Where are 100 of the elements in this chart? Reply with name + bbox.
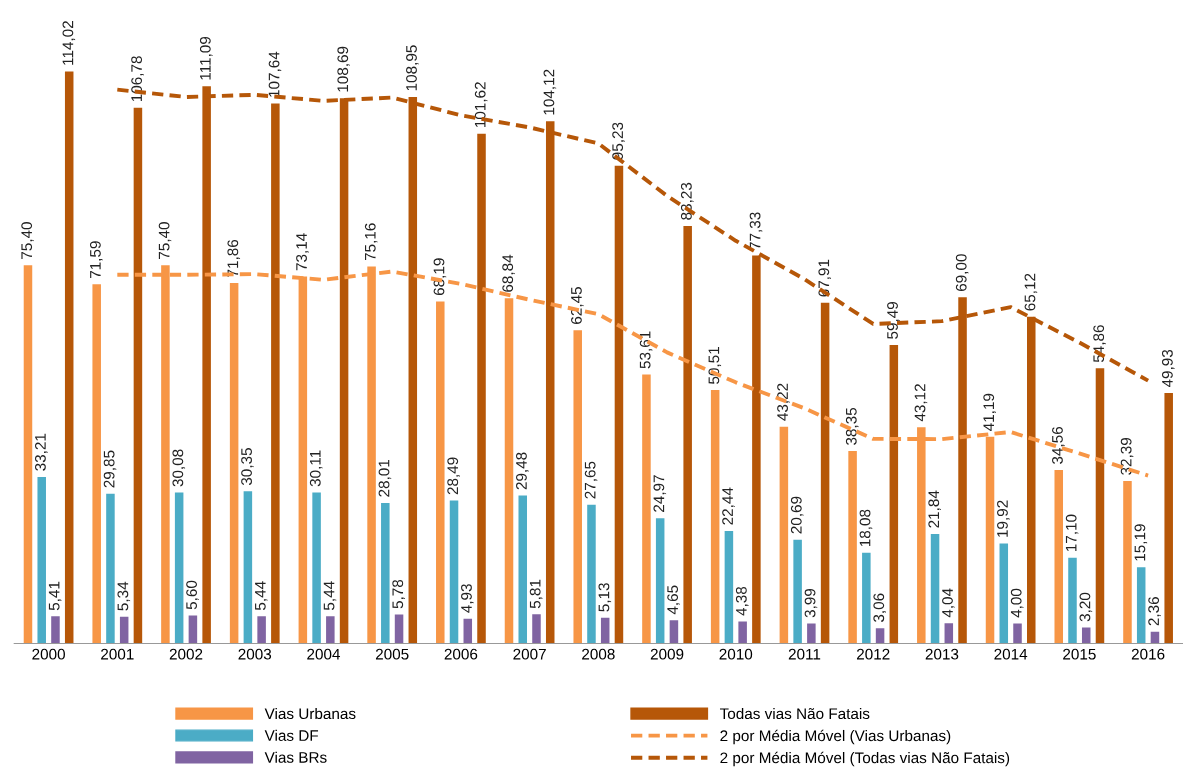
data-label: 5,13	[598, 583, 612, 612]
data-label: 62,45	[571, 287, 584, 324]
bar	[92, 284, 101, 644]
bar	[614, 165, 624, 644]
bar	[1013, 623, 1022, 644]
data-label: 4,93	[461, 584, 474, 613]
bar	[518, 495, 528, 644]
data-label: 3,99	[804, 588, 818, 618]
bar	[257, 616, 266, 644]
data-label: 108,69	[337, 46, 350, 92]
data-label: 104,12	[543, 69, 557, 115]
data-label: 4,65	[667, 585, 680, 615]
data-label: 5,44	[323, 581, 337, 611]
legend-label: Todas vias Não Fatais	[719, 707, 870, 720]
data-label: 29,85	[103, 450, 117, 488]
bar	[875, 628, 885, 644]
data-label: 5,78	[392, 579, 405, 609]
bar	[862, 552, 871, 644]
x-tick-label: 2004	[307, 648, 341, 660]
x-tick-label: 2010	[719, 648, 753, 660]
data-label: 27,65	[584, 461, 598, 499]
bar	[312, 492, 321, 644]
bar	[243, 491, 253, 644]
legend-label: Vias BRs	[264, 751, 327, 763]
bar	[724, 530, 734, 644]
bar	[133, 107, 143, 644]
legend-label: 2 por Média Móvel (Vias Urbanas)	[720, 729, 951, 745]
x-tick-label: 2007	[513, 648, 546, 660]
bar	[1054, 470, 1064, 644]
bar	[271, 103, 280, 644]
data-label: 17,10	[1065, 514, 1079, 551]
bar	[848, 451, 857, 644]
bar	[51, 616, 60, 644]
bar	[999, 543, 1009, 644]
x-tick-label: 2009	[650, 648, 684, 660]
bar	[655, 518, 665, 644]
legend-label: Vias DF	[264, 729, 319, 741]
data-label: 38,35	[845, 407, 859, 445]
data-label: 71,86	[227, 239, 241, 277]
data-label: 28,01	[378, 459, 392, 497]
bar	[587, 504, 596, 644]
bar	[463, 618, 473, 644]
x-tick-label: 2008	[582, 648, 615, 660]
data-label: 21,84	[928, 490, 941, 528]
x-tick-label: 2006	[444, 648, 478, 660]
bar	[229, 283, 239, 644]
bar	[174, 492, 184, 644]
bar	[807, 623, 816, 644]
data-label: 28,49	[447, 457, 460, 495]
bar	[642, 374, 651, 644]
bar	[944, 623, 954, 644]
data-label: 75,16	[364, 223, 378, 261]
bar	[477, 133, 486, 644]
bar	[1123, 481, 1132, 644]
data-label: 5,34	[117, 581, 131, 611]
data-label: 95,23	[612, 122, 625, 160]
data-label: 20,69	[790, 496, 804, 534]
x-tick-label: 2005	[375, 648, 409, 660]
x-tick-label: 2011	[788, 648, 821, 660]
data-label: 19,92	[997, 500, 1010, 537]
data-label: 24,97	[653, 475, 667, 512]
x-tick-label: 2000	[32, 648, 65, 660]
bar	[669, 620, 679, 644]
bar	[600, 617, 610, 644]
bar	[23, 265, 33, 644]
data-label: 2,36	[1148, 597, 1161, 626]
data-label: 73,14	[296, 233, 309, 271]
data-label: 32,39	[1120, 437, 1134, 475]
bar	[1136, 567, 1146, 644]
data-label: 101,62	[474, 82, 488, 127]
x-tick-label: 2015	[1063, 648, 1096, 660]
bar	[738, 621, 747, 644]
bar	[532, 614, 541, 644]
data-label: 34,56	[1052, 427, 1065, 464]
data-label: 22,44	[722, 487, 735, 525]
bar	[394, 614, 404, 644]
bar	[1095, 368, 1105, 644]
bar	[381, 502, 390, 644]
bar	[1164, 393, 1173, 644]
data-label: 53,61	[639, 331, 653, 369]
bar	[779, 426, 789, 644]
data-label: 59,49	[887, 302, 900, 339]
data-label: 107,64	[268, 51, 282, 97]
legend-label: Vias Urbanas	[264, 707, 356, 720]
bar	[326, 616, 335, 644]
bar	[106, 493, 115, 644]
data-label: 75,40	[21, 222, 34, 259]
bar	[1081, 627, 1091, 644]
x-tick-label: 2002	[169, 648, 203, 660]
x-tick-label: 2001	[101, 648, 134, 660]
data-label: 75,40	[158, 222, 172, 259]
bar	[1068, 557, 1077, 644]
bar	[188, 615, 198, 644]
x-tick-label: 2016	[1131, 648, 1165, 660]
legend-label: 2 por Média Móvel (Todas vias Não Fatais)	[720, 751, 1010, 767]
data-label: 5,81	[529, 579, 543, 609]
data-label: 43,22	[777, 383, 790, 421]
bar	[436, 301, 445, 644]
data-label: 30,11	[309, 450, 323, 487]
bar	[573, 330, 582, 644]
